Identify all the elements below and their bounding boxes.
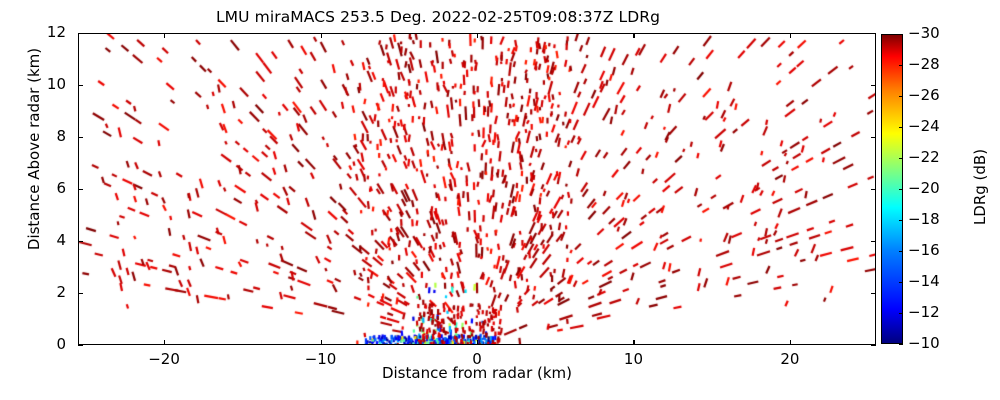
y-tick-label: 8 [56, 127, 66, 145]
y-tick-label: 10 [46, 75, 66, 93]
colorbar-label: LDRg (dB) [971, 148, 989, 226]
y-tick-mark [78, 137, 83, 139]
y-tick-mark [871, 345, 876, 347]
colorbar-tick-mark [899, 282, 903, 284]
x-tick-label: −10 [304, 350, 337, 368]
x-tick-mark [477, 340, 479, 345]
y-tick-mark [78, 241, 83, 243]
y-tick-mark [871, 293, 876, 295]
x-tick-mark [789, 340, 792, 345]
y-tick-mark [871, 85, 876, 87]
y-tick-mark [871, 33, 876, 35]
y-tick-mark [78, 85, 83, 87]
colorbar-tick-mark [899, 344, 903, 346]
colorbar-tick-mark [899, 189, 903, 191]
colorbar-tick-label: −20 [908, 179, 940, 197]
scatter-canvas [79, 34, 875, 344]
x-tick-label: 0 [472, 350, 482, 368]
y-tick-mark [871, 137, 876, 139]
colorbar-tick-label: −10 [908, 334, 940, 352]
y-tick-mark [78, 293, 83, 295]
y-tick-label: 12 [46, 23, 66, 41]
y-tick-label: 0 [56, 335, 66, 353]
plot-area [78, 33, 876, 345]
figure-title: LMU miraMACS 253.5 Deg. 2022-02-25T09:08… [215, 8, 661, 26]
x-tick-label: −20 [148, 350, 180, 368]
colorbar-tick-label: −30 [908, 24, 940, 42]
colorbar-tick-mark [899, 251, 903, 253]
x-tick-mark [633, 33, 635, 38]
colorbar-tick-label: −16 [908, 241, 940, 259]
colorbar-tick-label: −28 [908, 55, 940, 73]
x-tick-label: 10 [623, 350, 644, 368]
y-tick-label: 6 [56, 179, 66, 197]
colorbar-tick-label: −12 [908, 303, 940, 321]
x-tick-mark [789, 33, 792, 38]
colorbar-tick-mark [899, 34, 903, 36]
y-tick-mark [871, 189, 876, 191]
colorbar-tick-label: −24 [908, 117, 940, 135]
y-tick-mark [78, 189, 83, 191]
x-axis-label: Distance from radar (km) [381, 364, 573, 382]
colorbar-tick-mark [899, 96, 903, 98]
x-tick-label: 20 [780, 350, 800, 368]
x-tick-mark [477, 33, 479, 38]
colorbar-tick-label: −14 [908, 272, 940, 290]
y-tick-label: 2 [56, 283, 66, 301]
y-tick-mark [78, 345, 83, 347]
colorbar-tick-label: −26 [908, 86, 940, 104]
y-tick-mark [78, 33, 83, 35]
x-tick-mark [320, 340, 322, 345]
colorbar-tick-mark [899, 65, 903, 67]
colorbar-tick-label: −22 [908, 148, 940, 166]
colorbar-tick-mark [899, 313, 903, 315]
x-tick-mark [633, 340, 635, 345]
colorbar-tick-label: −18 [908, 210, 940, 228]
y-tick-label: 4 [56, 231, 66, 249]
x-tick-mark [164, 340, 166, 345]
colorbar-tick-mark [899, 158, 903, 160]
x-tick-mark [320, 33, 322, 38]
x-tick-mark [164, 33, 166, 38]
y-tick-mark [871, 241, 876, 243]
colorbar-tick-mark [899, 127, 903, 129]
colorbar-tick-mark [899, 220, 903, 222]
